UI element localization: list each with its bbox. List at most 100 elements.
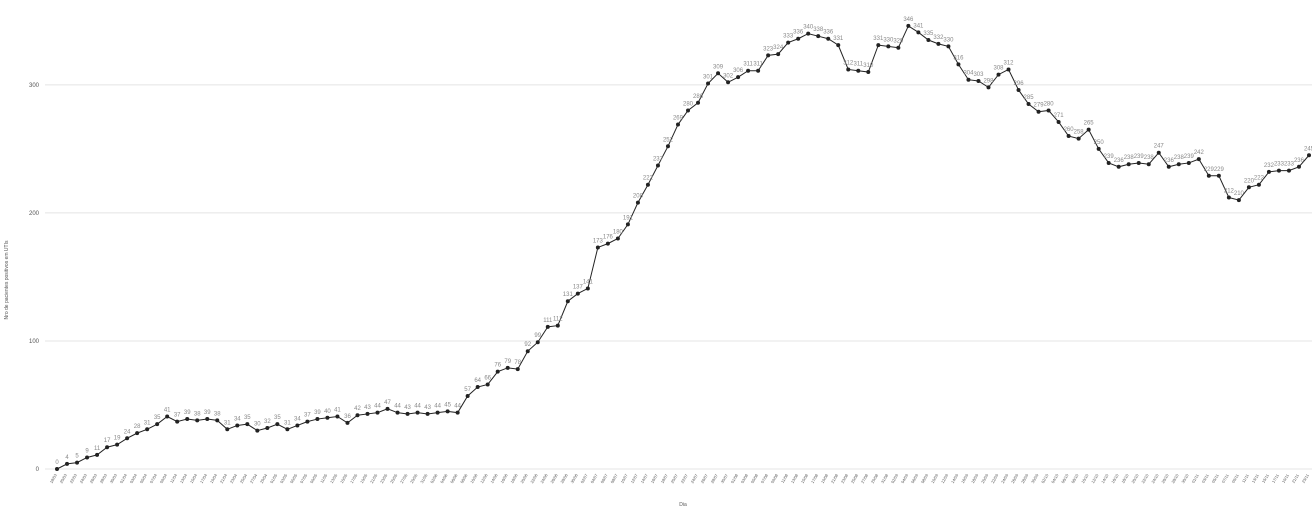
x-tick-label: 29/05 xyxy=(409,472,419,484)
data-label: 92 xyxy=(524,342,531,348)
x-tick-label: 17/08 xyxy=(810,472,820,484)
data-label: 242 xyxy=(1194,150,1205,156)
x-tick-label: 28/07 xyxy=(710,472,720,484)
x-tick-label: 18/09 xyxy=(970,472,980,484)
data-point xyxy=(435,410,440,415)
data-point xyxy=(1286,168,1291,173)
data-label: 0 xyxy=(55,460,59,466)
x-tick-label: 08/09 xyxy=(920,472,930,484)
x-tick-label: 22/10 xyxy=(1140,472,1150,484)
data-label: 239 xyxy=(1104,154,1115,160)
data-label: 45 xyxy=(444,402,451,408)
data-point xyxy=(916,30,921,35)
data-point xyxy=(285,427,290,432)
x-tick-label: 21/11 xyxy=(1291,472,1301,484)
data-point xyxy=(1236,198,1241,203)
x-tick-label: 04/06 xyxy=(439,472,449,484)
data-label: 229 xyxy=(1204,167,1215,173)
data-point xyxy=(846,67,851,72)
x-tick-label: 10/06 xyxy=(469,472,479,484)
data-label: 336 xyxy=(823,30,834,36)
data-label: 236 xyxy=(1164,158,1175,164)
x-tick-label: 21/04 xyxy=(219,472,229,484)
data-label: 280 xyxy=(683,101,694,107)
data-point xyxy=(936,41,941,46)
data-point xyxy=(195,418,200,423)
data-point xyxy=(1146,162,1151,167)
x-tick-label: 24/09 xyxy=(1000,472,1010,484)
data-label: 233 xyxy=(1284,162,1295,168)
data-point xyxy=(1166,164,1171,169)
data-point xyxy=(325,415,330,420)
x-tick-label: 05/04 xyxy=(139,472,149,484)
x-tick-label: 09/04 xyxy=(159,472,169,484)
data-label: 265 xyxy=(1084,121,1095,127)
data-point xyxy=(425,411,430,416)
data-label: 44 xyxy=(394,404,401,410)
x-tick-label: 06/07 xyxy=(599,472,609,484)
data-label: 44 xyxy=(454,404,461,410)
data-label: 43 xyxy=(424,405,431,411)
data-point xyxy=(736,75,741,80)
x-tick-label: 11/05 xyxy=(319,472,329,484)
data-label: 302 xyxy=(723,73,734,79)
data-point xyxy=(896,45,901,50)
data-point xyxy=(95,452,100,457)
data-point xyxy=(485,382,490,387)
data-label: 111 xyxy=(543,318,553,324)
data-label: 312 xyxy=(1004,60,1015,66)
x-tick-label: 08/07 xyxy=(609,472,619,484)
data-point xyxy=(295,423,300,428)
data-label: 323 xyxy=(763,46,774,52)
x-tick-label: 16/06 xyxy=(499,472,509,484)
data-point xyxy=(986,85,991,90)
x-tick-label: 03/08 xyxy=(740,472,750,484)
x-tick-label: 19/04 xyxy=(209,472,219,484)
data-label: 238 xyxy=(1124,155,1135,161)
data-label: 131 xyxy=(563,292,574,298)
x-tick-label: 10/10 xyxy=(1080,472,1090,484)
x-tick-label: 12/07 xyxy=(629,472,639,484)
data-point xyxy=(225,427,230,432)
x-tick-label: 24/10 xyxy=(1150,472,1160,484)
x-tick-label: 15/05 xyxy=(339,472,349,484)
x-tick-label: 04/07 xyxy=(589,472,599,484)
data-point xyxy=(1266,169,1271,174)
data-point xyxy=(906,23,911,28)
data-label: 258 xyxy=(1074,130,1085,136)
x-tick-label: 22/09 xyxy=(990,472,1000,484)
x-tick-label: 14/10 xyxy=(1100,472,1110,484)
data-label: 47 xyxy=(384,400,391,406)
x-tick-label: 08/10 xyxy=(1070,472,1080,484)
data-label: 236 xyxy=(1114,158,1125,164)
x-tick-label: 30/06 xyxy=(569,472,579,484)
data-label: 191 xyxy=(623,215,634,221)
x-tick-label: 10/07 xyxy=(619,472,629,484)
data-point xyxy=(1296,164,1301,169)
data-point xyxy=(826,36,831,41)
x-tick-label: 30/07 xyxy=(720,472,730,484)
x-tick-label: 24/06 xyxy=(539,472,549,484)
x-tick-label: 27/08 xyxy=(860,472,870,484)
data-label: 76 xyxy=(494,363,501,369)
x-tick-label: 18/07 xyxy=(660,472,670,484)
data-point xyxy=(645,182,650,187)
data-point xyxy=(585,286,590,291)
data-label: 238 xyxy=(1144,155,1155,161)
x-tick-label: 16/10 xyxy=(1110,472,1120,484)
data-point xyxy=(836,43,841,48)
data-label: 222 xyxy=(643,176,654,182)
data-point xyxy=(315,417,320,422)
data-label: 34 xyxy=(294,416,301,422)
data-label: 112 xyxy=(553,317,563,323)
x-tick-label: 28/03 xyxy=(99,472,109,484)
x-tick-label: 28/10 xyxy=(1170,472,1180,484)
data-label: 38 xyxy=(194,411,201,417)
data-label: 286 xyxy=(693,94,704,100)
data-label: 309 xyxy=(713,64,724,70)
data-label: 285 xyxy=(1024,95,1035,101)
x-tick-label: 18/10 xyxy=(1120,472,1130,484)
data-label: 37 xyxy=(174,413,181,419)
data-label: 24 xyxy=(124,429,131,435)
data-label: 36 xyxy=(344,414,351,420)
